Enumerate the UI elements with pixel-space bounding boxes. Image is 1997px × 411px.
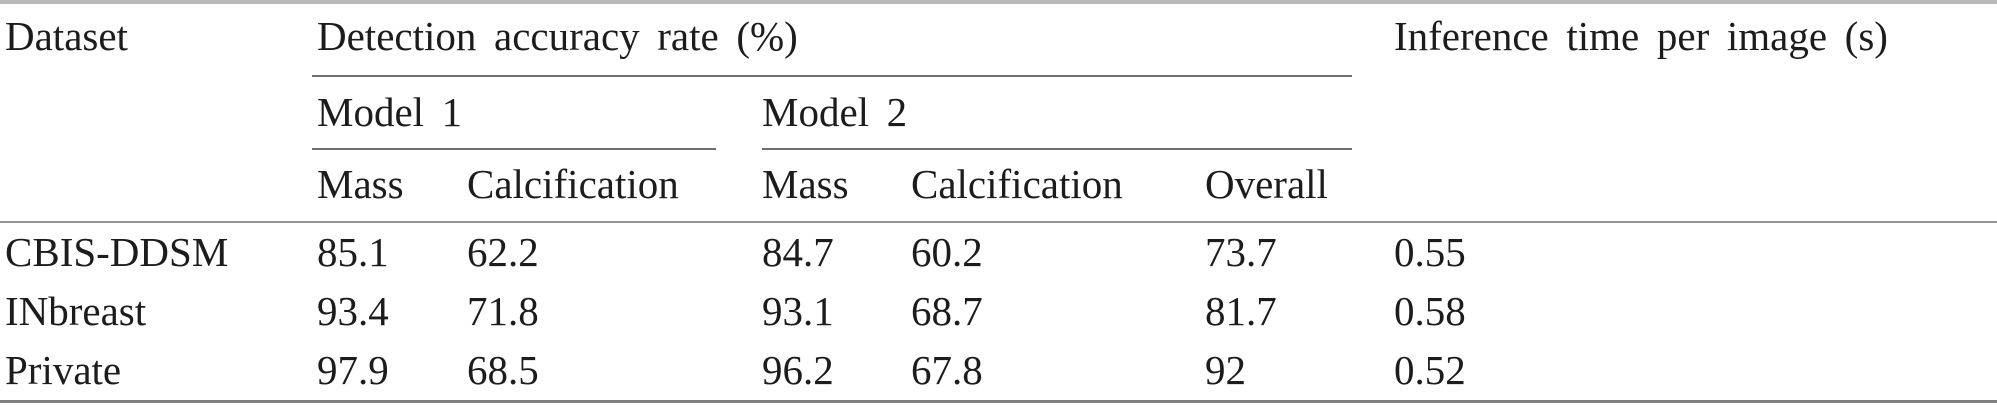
detection-group-rule bbox=[312, 75, 1352, 77]
cell-model2-calcification: 60.2 bbox=[911, 228, 983, 275]
table-bottom-rule bbox=[0, 400, 1997, 403]
cell-model1-calcification: 71.8 bbox=[467, 287, 539, 334]
cell-inference-time: 0.52 bbox=[1394, 346, 1466, 393]
table-header-row-2: Model 1 Model 2 bbox=[0, 88, 1997, 136]
cell-model2-mass: 96.2 bbox=[762, 346, 834, 393]
col-group-header-model-1: Model 1 bbox=[317, 89, 463, 135]
col-header-model2-calcification: Calcification bbox=[911, 161, 1123, 207]
cell-model1-mass: 93.4 bbox=[317, 287, 389, 334]
model-2-group-rule bbox=[762, 148, 1352, 150]
col-header-model1-calcification: Calcification bbox=[467, 161, 679, 207]
cell-model2-mass: 93.1 bbox=[762, 287, 834, 334]
row-dataset-name: Private bbox=[5, 346, 122, 393]
row-dataset-name: CBIS-DDSM bbox=[5, 228, 229, 275]
table-top-rule bbox=[0, 0, 1997, 4]
table-body: CBIS-DDSM 85.1 62.2 84.7 60.2 73.7 0.55 … bbox=[0, 222, 1997, 399]
cell-overall: 92 bbox=[1205, 346, 1246, 393]
col-header-model2-mass: Mass bbox=[762, 161, 849, 207]
table-header-row-1: Dataset Detection accuracy rate (%) Infe… bbox=[0, 12, 1997, 60]
col-header-inference-time: Inference time per image (s) bbox=[1394, 13, 1888, 59]
col-header-overall: Overall bbox=[1205, 161, 1328, 207]
model-1-group-rule bbox=[312, 148, 716, 150]
cell-overall: 81.7 bbox=[1205, 287, 1277, 334]
cell-model1-mass: 85.1 bbox=[317, 228, 389, 275]
col-group-header-model-2: Model 2 bbox=[762, 89, 908, 135]
col-header-dataset: Dataset bbox=[5, 13, 128, 59]
cell-model2-mass: 84.7 bbox=[762, 228, 834, 275]
cell-model1-calcification: 62.2 bbox=[467, 228, 539, 275]
table-header-row-3: Mass Calcification Mass Calcification Ov… bbox=[0, 160, 1997, 208]
cell-inference-time: 0.58 bbox=[1394, 287, 1466, 334]
col-header-model1-mass: Mass bbox=[317, 161, 404, 207]
col-group-header-detection-accuracy: Detection accuracy rate (%) bbox=[317, 13, 798, 59]
cell-model2-calcification: 67.8 bbox=[911, 346, 983, 393]
cell-overall: 73.7 bbox=[1205, 228, 1277, 275]
row-dataset-name: INbreast bbox=[5, 287, 147, 334]
cell-inference-time: 0.55 bbox=[1394, 228, 1466, 275]
cell-model2-calcification: 68.7 bbox=[911, 287, 983, 334]
cell-model1-mass: 97.9 bbox=[317, 346, 389, 393]
cell-model1-calcification: 68.5 bbox=[467, 346, 539, 393]
table-mid-rule bbox=[0, 221, 1997, 223]
